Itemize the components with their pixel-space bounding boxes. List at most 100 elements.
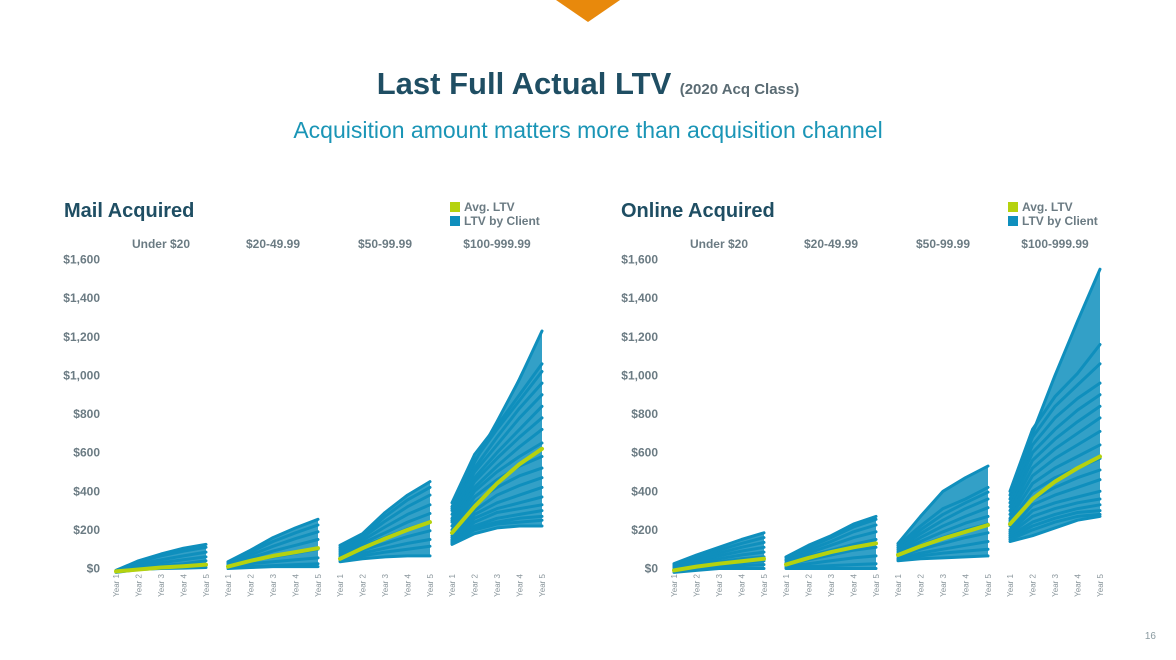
online-client-line bbox=[896, 514, 990, 555]
mail-client-line bbox=[450, 495, 544, 541]
online-segment-label: Under $20 bbox=[690, 237, 748, 251]
online-xtick-label: Year 3 bbox=[939, 573, 948, 596]
online-client-line bbox=[784, 514, 878, 559]
mail-avg-line bbox=[226, 546, 320, 569]
online-client-line bbox=[1008, 362, 1102, 497]
mail-xtick-label: Year 4 bbox=[516, 573, 525, 596]
online-client-line bbox=[896, 531, 990, 559]
online-client-line bbox=[672, 540, 766, 568]
mail-xtick-label: Year 3 bbox=[493, 573, 502, 596]
online-panel-title: Online Acquired bbox=[621, 200, 775, 222]
online-xtick-label: Year 1 bbox=[670, 573, 679, 596]
online-client-line bbox=[896, 506, 990, 553]
mail-client-line bbox=[338, 554, 432, 564]
online-client-line bbox=[1008, 512, 1102, 541]
online-client-line bbox=[896, 464, 990, 545]
online-client-line bbox=[784, 523, 878, 562]
mail-legend-avg-label: Avg. LTV bbox=[464, 200, 515, 214]
mail-client-line bbox=[450, 427, 544, 524]
online-segment-label: $50-99.99 bbox=[916, 237, 970, 251]
online-client-line bbox=[896, 554, 990, 563]
online-client-line bbox=[672, 536, 766, 567]
mail-client-line bbox=[226, 523, 320, 565]
mail-client-line bbox=[450, 370, 544, 509]
page-number: 16 bbox=[1144, 631, 1156, 642]
mail-xtick-label: Year 2 bbox=[359, 573, 368, 596]
online-client-line bbox=[1008, 514, 1102, 543]
mail-client-line bbox=[226, 530, 320, 566]
mail-segment-label: Under $20 bbox=[132, 237, 190, 251]
online-ytick-label: $0 bbox=[645, 562, 659, 576]
online-avg-line bbox=[672, 556, 766, 573]
online-client-line bbox=[784, 530, 878, 563]
mail-panel-title: Mail Acquired bbox=[64, 200, 195, 222]
online-client-line bbox=[1008, 381, 1102, 501]
online-client-line bbox=[1008, 509, 1102, 540]
online-xtick-label: Year 3 bbox=[1051, 573, 1060, 596]
mail-client-line bbox=[450, 441, 544, 528]
mail-avg-line bbox=[338, 520, 432, 561]
online-xtick-label: Year 5 bbox=[984, 573, 993, 596]
client-swatch-icon bbox=[450, 216, 460, 226]
mail-legend-avg: Avg. LTV bbox=[450, 200, 540, 214]
mail-xtick-label: Year 5 bbox=[426, 573, 435, 596]
online-legend-avg-label: Avg. LTV bbox=[1022, 200, 1073, 214]
mail-ytick-label: $400 bbox=[73, 484, 100, 498]
mail-client-line bbox=[450, 485, 544, 540]
mail-xtick-label: Year 5 bbox=[202, 573, 211, 596]
mail-ytick-label: $1,200 bbox=[63, 330, 100, 344]
online-client-line bbox=[1008, 416, 1102, 513]
online-ytick-label: $800 bbox=[631, 407, 658, 421]
mail-client-line bbox=[450, 455, 544, 532]
online-xtick-label: Year 4 bbox=[962, 573, 971, 596]
mail-avg-line bbox=[450, 446, 544, 535]
mail-legend: Avg. LTV LTV by Client bbox=[450, 200, 540, 228]
mail-segment-label: $100-999.99 bbox=[463, 237, 531, 251]
avg-swatch-icon bbox=[450, 202, 460, 212]
mail-client-line bbox=[338, 544, 432, 563]
mail-ytick-label: $1,600 bbox=[63, 253, 100, 267]
online-ytick-label: $400 bbox=[631, 484, 658, 498]
mail-xtick-label: Year 1 bbox=[112, 573, 121, 596]
online-client-line bbox=[1008, 489, 1102, 534]
online-xtick-label: Year 4 bbox=[738, 573, 747, 596]
mail-client-line bbox=[450, 381, 544, 513]
online-client-line bbox=[672, 567, 766, 574]
mail-xtick-label: Year 1 bbox=[224, 573, 233, 596]
online-ytick-label: $1,000 bbox=[621, 368, 658, 382]
online-xtick-label: Year 4 bbox=[850, 573, 859, 596]
mail-xtick-label: Year 2 bbox=[135, 573, 144, 596]
avg-swatch-icon bbox=[1008, 202, 1018, 212]
online-ytick-label: $1,600 bbox=[621, 253, 658, 267]
online-ytick-label: $600 bbox=[631, 446, 658, 460]
mail-segment-label: $50-99.99 bbox=[358, 237, 412, 251]
mail-ytick-label: $800 bbox=[73, 407, 100, 421]
online-xtick-label: Year 4 bbox=[1074, 573, 1083, 596]
online-legend: Avg. LTV LTV by Client bbox=[1008, 200, 1098, 228]
online-client-line bbox=[896, 485, 990, 547]
mail-client-line bbox=[450, 393, 544, 516]
online-xtick-label: Year 5 bbox=[872, 573, 881, 596]
mail-client-line bbox=[338, 480, 432, 547]
mail-legend-client: LTV by Client bbox=[450, 214, 540, 228]
online-client-line bbox=[1008, 429, 1102, 516]
online-client-line bbox=[784, 517, 878, 560]
mail-client-line bbox=[450, 416, 544, 522]
mail-xtick-label: Year 2 bbox=[247, 573, 256, 596]
page-header: Last Full Actual LTV (2020 Acq Class) bbox=[0, 66, 1176, 102]
mail-xtick-label: Year 1 bbox=[448, 573, 457, 596]
online-client-line bbox=[1008, 343, 1102, 493]
online-client-line bbox=[1008, 393, 1102, 505]
mail-xtick-label: Year 1 bbox=[336, 573, 345, 596]
online-client-line bbox=[784, 554, 878, 569]
online-xtick-label: Year 3 bbox=[715, 573, 724, 596]
page-title-suffix: (2020 Acq Class) bbox=[679, 81, 800, 98]
mail-ltv-chart: $0 $200 $400 $600 $800 $1,000 $1,200 $1,400 $1,6… bbox=[63, 237, 547, 597]
mail-ytick-label: $1,400 bbox=[63, 291, 100, 305]
client-swatch-icon bbox=[1008, 216, 1018, 226]
online-xtick-label: Year 5 bbox=[1096, 573, 1105, 596]
mail-xtick-label: Year 3 bbox=[269, 573, 278, 596]
online-avg-line bbox=[1008, 454, 1102, 527]
mail-client-line bbox=[450, 362, 544, 505]
online-avg-line bbox=[784, 541, 878, 567]
